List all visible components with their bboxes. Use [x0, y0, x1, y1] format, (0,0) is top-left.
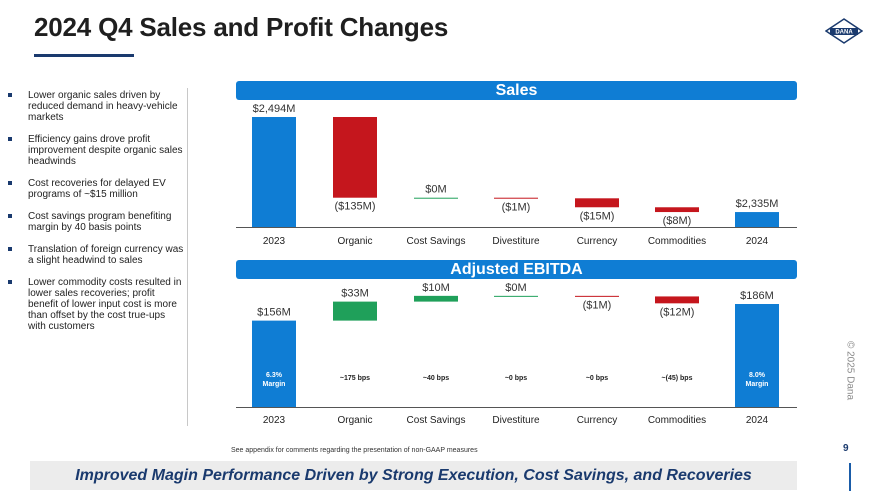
ebitda-header: Adjusted EBITDA	[236, 260, 797, 279]
ebitda-bar-currency	[575, 295, 619, 297]
ebitda-margin-note: ~175 bps	[340, 375, 370, 382]
ebitda-value-label: ($1M)	[583, 299, 612, 311]
sales-bar-cost-savings	[414, 197, 458, 199]
ebitda-value-label: $10M	[422, 282, 450, 294]
ebitda-bar-divestiture	[494, 295, 538, 297]
sales-value-label: $0M	[425, 184, 446, 196]
copyright: © 2025 Dana	[844, 340, 856, 401]
ebitda-margin-note: ~(45) bps	[662, 375, 693, 382]
bullet-list: Lower organic sales driven by reduced de…	[8, 90, 184, 343]
ebitda-category-label: Cost Savings	[407, 415, 466, 426]
sales-category-label: Divestiture	[492, 236, 540, 247]
ebitda-bar-cost-savings	[414, 295, 458, 302]
ebitda-margin-note: ~40 bps	[423, 375, 449, 382]
sales-bar-currency	[575, 198, 619, 208]
title-underline	[34, 54, 134, 57]
ebitda-value-label: $33M	[341, 288, 369, 300]
ebitda-category-label: Organic	[337, 415, 372, 426]
ebitda-margin-note: ~0 bps	[586, 375, 608, 382]
bullet-item: Lower organic sales driven by reduced de…	[8, 90, 184, 123]
ebitda-margin-note: 6.3%	[266, 372, 283, 379]
sales-category-label: 2023	[263, 236, 286, 247]
right-accent-rule	[849, 463, 851, 491]
bullet-item: Cost savings program benefiting margin b…	[8, 211, 184, 233]
bullet-item: Lower commodity costs resulted in lower …	[8, 277, 184, 332]
bullet-item: Translation of foreign currency was a sl…	[8, 244, 184, 266]
sales-value-label: ($15M)	[580, 210, 615, 222]
ebitda-value-label: $156M	[257, 307, 291, 319]
ebitda-margin-note: 8.0%	[749, 372, 766, 379]
sales-bar-divestiture	[494, 197, 538, 199]
sales-value-label: ($8M)	[663, 215, 692, 227]
ebitda-category-label: 2024	[746, 415, 769, 426]
sales-category-label: 2024	[746, 236, 769, 247]
ebitda-category-label: 2023	[263, 415, 286, 426]
sales-bar-2023	[252, 117, 296, 227]
bullet-square-icon	[8, 280, 12, 284]
bullet-square-icon	[8, 247, 12, 251]
sales-category-label: Cost Savings	[407, 236, 466, 247]
sales-category-label: Currency	[577, 236, 618, 247]
page-number: 9	[843, 443, 849, 454]
sales-header: Sales	[236, 81, 797, 100]
bottom-banner-text: Improved Magin Performance Driven by Str…	[75, 467, 752, 484]
sales-bar-organic	[333, 117, 377, 198]
logo-text: DANA	[835, 30, 853, 36]
ebitda-margin-note: Margin	[263, 381, 286, 388]
ebitda-bar-2024	[735, 304, 779, 407]
bottom-banner-band	[30, 461, 797, 490]
ebitda-category-label: Divestiture	[492, 415, 540, 426]
sales-value-label: ($135M)	[335, 201, 376, 213]
bullet-item: Cost recoveries for delayed EV programs …	[8, 178, 184, 200]
column-divider	[187, 88, 188, 426]
dana-logo: DANA	[825, 18, 863, 44]
footnote: See appendix for comments regarding the …	[231, 447, 478, 454]
ebitda-margin-note: Margin	[746, 381, 769, 388]
sales-value-label: $2,335M	[736, 198, 779, 210]
ebitda-bar-commodities	[655, 296, 699, 304]
sales-value-label: $2,494M	[253, 103, 296, 115]
ebitda-value-label: ($12M)	[660, 306, 695, 318]
bullet-square-icon	[8, 181, 12, 185]
ebitda-value-label: $0M	[505, 282, 526, 294]
ebitda-category-label: Currency	[577, 415, 618, 426]
ebitda-category-label: Commodities	[648, 415, 706, 426]
sales-bar-2024	[735, 212, 779, 227]
sales-category-label: Organic	[337, 236, 372, 247]
sales-category-label: Commodities	[648, 236, 706, 247]
sales-bar-commodities	[655, 207, 699, 213]
sales-value-label: ($1M)	[502, 201, 531, 213]
bullet-item: Efficiency gains drove profit improvemen…	[8, 134, 184, 167]
bullet-square-icon	[8, 93, 12, 97]
ebitda-bar-organic	[333, 301, 377, 321]
ebitda-value-label: $186M	[740, 290, 774, 302]
ebitda-margin-note: ~0 bps	[505, 375, 527, 382]
ebitda-bar-2023	[252, 320, 296, 407]
page-title: 2024 Q4 Sales and Profit Changes	[34, 12, 449, 42]
bullet-square-icon	[8, 214, 12, 218]
bullet-square-icon	[8, 137, 12, 141]
